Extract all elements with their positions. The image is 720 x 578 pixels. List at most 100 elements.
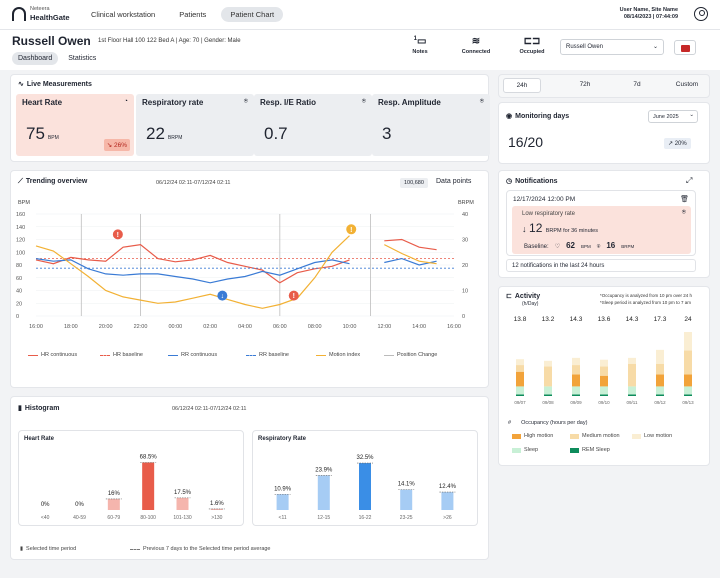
legend-position-change[interactable]: Position Change (384, 352, 437, 358)
tab-statistics[interactable]: Statistics (68, 55, 97, 62)
activity-title-text: Activity (514, 293, 541, 300)
tile-heart-rate[interactable]: Heart Rate ◔ 75 BPM ↘ 26% (16, 94, 134, 156)
histogram-bar (142, 462, 155, 510)
user-info: User Name, Site Name 08/14/2023 | 07:44:… (620, 7, 678, 21)
histogram-data-label: 32.5% (356, 455, 374, 461)
activity-note-2: *Sleep period is analyzed from 10 pm to … (600, 300, 692, 305)
event-marker (112, 229, 123, 240)
activity-bar-segment (572, 357, 580, 366)
lungs-icon: ⍟ (243, 98, 248, 105)
range-tab-custom[interactable]: Custom (675, 81, 699, 88)
bar-chart-icon: ▮ (20, 546, 24, 552)
y2-tick-label: 10 (462, 289, 468, 295)
activity-note-1: *Occupancy is analyzed from 10 pm over 2… (600, 293, 693, 298)
tile-heart-rate-label: Heart Rate (22, 98, 63, 107)
month-select[interactable]: June 2025 ⌄ (648, 110, 698, 123)
activity-bar-segment (656, 349, 664, 364)
rr-histogram-title: Respiratory Rate (258, 436, 307, 442)
notes-label: Notes (412, 49, 428, 55)
activity-bar-segment (628, 357, 636, 364)
hr-histogram-chart[interactable]: 0% <40 0% 40-59 16% 60-79 68.5% 80-100 17.5% 101-… (18, 440, 244, 524)
notes-button[interactable]: 1▭ Notes (398, 36, 442, 55)
hash-icon: # (508, 420, 512, 426)
legend-hr-continuous[interactable]: HR continuous (28, 352, 77, 358)
histogram-data-label: 14.1% (398, 482, 416, 488)
legend-hr-baseline[interactable]: HR baseline (100, 352, 143, 358)
histogram-category-label: 16-22 (359, 515, 372, 521)
y-tick-label: 0 (16, 314, 19, 320)
event-marker-label: ↓ (221, 293, 225, 300)
alarm-button[interactable] (674, 40, 696, 55)
histogram-category-label: <40 (41, 515, 50, 521)
tile-ie-ratio[interactable]: Resp. I/E Ratio ⍟ 0.7 (254, 94, 372, 156)
histogram-data-label: 16% (108, 491, 121, 497)
hr-histogram-panel (18, 430, 244, 526)
baseline-rr: 16 (606, 241, 616, 250)
y2-tick-label: 20 (462, 263, 468, 269)
brand-logo[interactable]: Neteera HealthGate (12, 6, 70, 22)
tile-heart-rate-value: 75 BPM (26, 124, 59, 144)
alert-detail: BRPM for 36 minutes (545, 228, 598, 234)
x-tick-label: 02:00 (203, 324, 217, 330)
legend-sleep[interactable]: Sleep (512, 447, 538, 453)
tile-rr-label: Respiratory rate (142, 98, 204, 107)
series-motion-index (35, 235, 437, 309)
histogram-title: ▮ Histogram (18, 404, 59, 412)
tile-rr-value: 22 BRPM (146, 124, 182, 144)
trending-chart[interactable]: 0 20 40 60 80 100 120 140 160 0 10 20 30 40 16:00 18:00… (14, 206, 484, 336)
legend-sleep-text: Sleep (524, 447, 539, 453)
nav-tab-clinical-workstation[interactable]: Clinical workstation (91, 10, 156, 19)
nav-tab-patient-chart[interactable]: Patient Chart (221, 7, 284, 22)
histogram-category-label: 12-15 (317, 515, 330, 521)
user-account-icon[interactable] (694, 7, 708, 21)
tile-resp-amplitude[interactable]: Resp. Amplitude ⍟ 3 (372, 94, 490, 156)
notification-item[interactable]: 12/17/2024 12:00 PM 🗑 Low respiratory ra… (506, 190, 696, 256)
activity-bar-segment (628, 363, 636, 387)
histogram-data-label: 0% (75, 502, 84, 508)
hr-change-badge: ↘ 26% (103, 139, 130, 151)
legend-rr-continuous[interactable]: RR continuous (168, 352, 217, 358)
activity-total-label: 13.2 (542, 316, 555, 323)
delete-icon[interactable]: 🗑 (680, 196, 689, 203)
nav-tab-patients[interactable]: Patients (179, 10, 207, 19)
range-tab-72h[interactable]: 72h (579, 81, 591, 88)
y-tick-label: 40 (16, 289, 22, 295)
legend-previous-average: Previous 7 days to the Selected time per… (130, 546, 271, 552)
event-marker (217, 290, 228, 301)
trending-range: 06/12/24 02:11-07/12/24 02:11 (156, 180, 231, 186)
tile-respiratory-rate[interactable]: Respiratory rate ⍟ 22 BRPM (136, 94, 254, 156)
range-tab-24h[interactable]: 24h (503, 78, 541, 93)
legend-rem-sleep[interactable]: REM Sleep (570, 447, 610, 453)
legend-low-motion[interactable]: Low motion (632, 433, 672, 439)
hr-unit: BPM (47, 135, 59, 141)
notifications-footer[interactable]: 12 notifications in the last 24 hours (506, 259, 696, 272)
legend-hrb-swatch (100, 354, 110, 356)
hr-value: 75 (26, 124, 45, 143)
legend-motion-index[interactable]: Motion index (316, 352, 360, 358)
rr-histogram-chart[interactable]: 10.9% <11 23.9% 12-15 32.5% 16-22 14.1% 23-25 12… (252, 440, 478, 524)
tab-dashboard[interactable]: Dashboard (12, 52, 59, 65)
legend-rr-swatch (168, 354, 178, 356)
logo-icon (12, 7, 26, 21)
activity-bar-segment (600, 386, 608, 395)
activity-total-label: 14.3 (626, 316, 639, 323)
notification-date: 12/17/2024 12:00 PM (513, 196, 576, 203)
hr-histogram-title: Heart Rate (24, 436, 55, 442)
y-tick-label: 160 (16, 212, 25, 218)
histogram-range: 06/12/24 02:11-07/12/24 02:11 (172, 406, 247, 412)
activity-bar-segment (684, 350, 692, 375)
expand-icon[interactable]: ⤢ (686, 176, 693, 185)
legend-high-motion[interactable]: High motion (512, 433, 553, 439)
activity-bar-segment (544, 386, 552, 395)
legend-medium-motion[interactable]: Medium motion (570, 433, 620, 439)
histogram-category-label: >130 (211, 515, 222, 521)
activity-bar-segment (628, 386, 636, 395)
notifications-title-text: Notifications (515, 178, 558, 185)
legend-rr-baseline[interactable]: RR baseline (246, 352, 289, 358)
range-tab-7d[interactable]: 7d (633, 81, 641, 88)
activity-bar-segment (572, 394, 580, 396)
activity-total-label: 14.3 (570, 316, 583, 323)
current-datetime: 08/14/2023 | 07:44:09 (623, 14, 678, 20)
activity-chart[interactable]: 13.8 09/07 13.2 09/08 14.3 09/09 13.6 09/10 14.3… (504, 312, 704, 408)
patient-select[interactable]: Russell Owen ⌄ (560, 39, 664, 55)
